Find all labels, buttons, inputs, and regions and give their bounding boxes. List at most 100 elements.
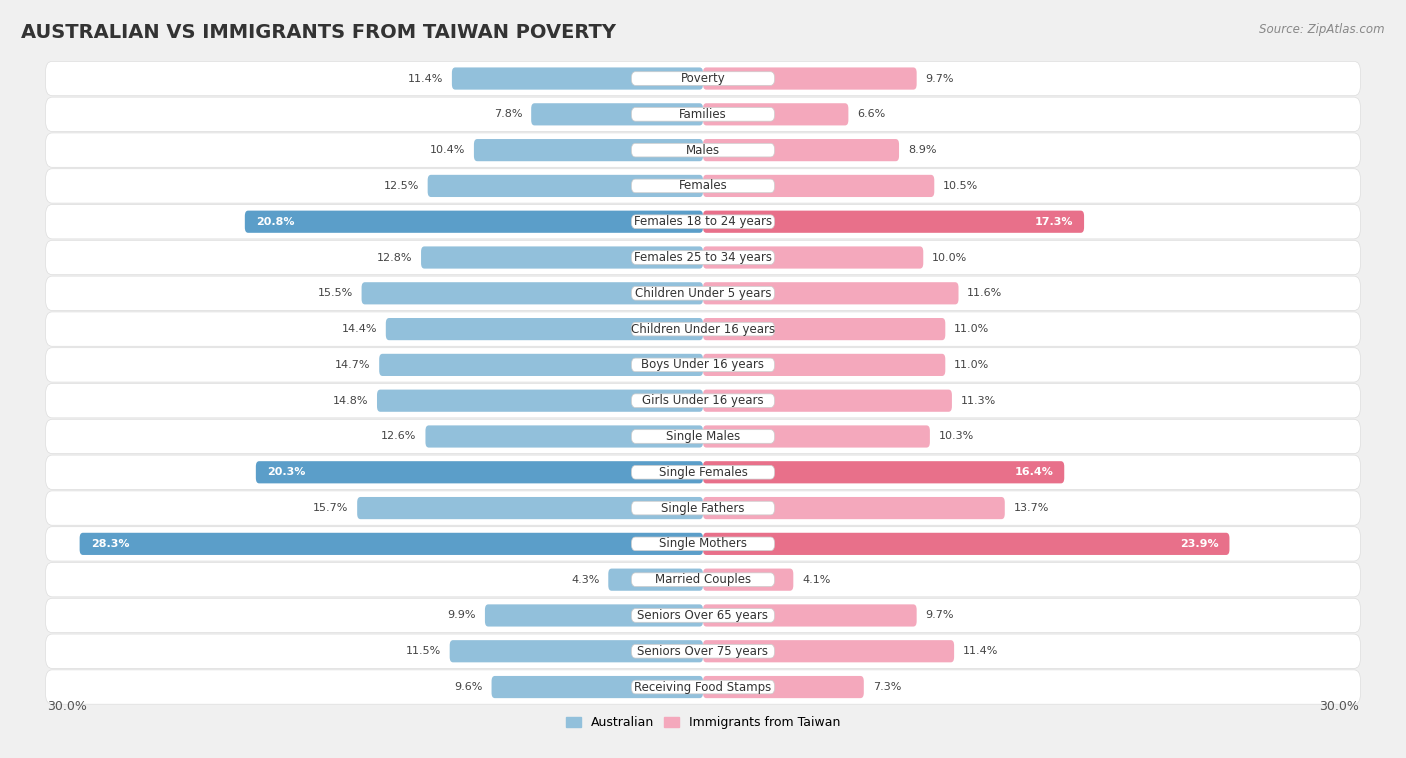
FancyBboxPatch shape [703,318,945,340]
FancyBboxPatch shape [45,205,1361,239]
FancyBboxPatch shape [45,133,1361,168]
Text: 20.8%: 20.8% [256,217,294,227]
FancyBboxPatch shape [45,348,1361,382]
FancyBboxPatch shape [45,634,1361,669]
FancyBboxPatch shape [631,680,775,694]
FancyBboxPatch shape [474,139,703,161]
FancyBboxPatch shape [703,568,793,590]
Text: Girls Under 16 years: Girls Under 16 years [643,394,763,407]
FancyBboxPatch shape [703,497,1005,519]
Text: Males: Males [686,143,720,157]
FancyBboxPatch shape [427,175,703,197]
Text: 7.3%: 7.3% [873,682,901,692]
FancyBboxPatch shape [485,604,703,627]
Text: 4.1%: 4.1% [801,575,831,584]
FancyBboxPatch shape [631,430,775,443]
FancyBboxPatch shape [703,282,959,305]
Text: 28.3%: 28.3% [90,539,129,549]
Text: Married Couples: Married Couples [655,573,751,586]
FancyBboxPatch shape [631,644,775,658]
Text: 11.3%: 11.3% [960,396,995,406]
FancyBboxPatch shape [631,394,775,408]
Text: 9.6%: 9.6% [454,682,482,692]
Text: 23.9%: 23.9% [1180,539,1219,549]
Text: Receiving Food Stamps: Receiving Food Stamps [634,681,772,694]
FancyBboxPatch shape [45,276,1361,311]
Legend: Australian, Immigrants from Taiwan: Australian, Immigrants from Taiwan [561,711,845,735]
FancyBboxPatch shape [703,676,863,698]
FancyBboxPatch shape [80,533,703,555]
Text: Children Under 16 years: Children Under 16 years [631,323,775,336]
Text: Seniors Over 75 years: Seniors Over 75 years [637,645,769,658]
Text: 30.0%: 30.0% [46,700,86,713]
FancyBboxPatch shape [45,312,1361,346]
FancyBboxPatch shape [703,211,1084,233]
FancyBboxPatch shape [703,425,929,447]
FancyBboxPatch shape [420,246,703,268]
FancyBboxPatch shape [45,598,1361,633]
Text: Children Under 5 years: Children Under 5 years [634,287,772,300]
FancyBboxPatch shape [256,461,703,484]
Text: Females 18 to 24 years: Females 18 to 24 years [634,215,772,228]
FancyBboxPatch shape [45,384,1361,418]
FancyBboxPatch shape [631,537,775,550]
FancyBboxPatch shape [385,318,703,340]
FancyBboxPatch shape [631,358,775,371]
Text: 30.0%: 30.0% [1320,700,1360,713]
FancyBboxPatch shape [631,215,775,228]
FancyBboxPatch shape [703,103,848,125]
FancyBboxPatch shape [703,390,952,412]
Text: 14.4%: 14.4% [342,324,377,334]
Text: 14.7%: 14.7% [335,360,370,370]
Text: 11.0%: 11.0% [955,360,990,370]
FancyBboxPatch shape [45,419,1361,453]
FancyBboxPatch shape [631,72,775,86]
Text: Single Mothers: Single Mothers [659,537,747,550]
Text: 12.5%: 12.5% [384,181,419,191]
Text: Single Females: Single Females [658,465,748,479]
Text: 11.4%: 11.4% [963,647,998,656]
FancyBboxPatch shape [703,67,917,89]
Text: 14.8%: 14.8% [333,396,368,406]
FancyBboxPatch shape [609,568,703,590]
FancyBboxPatch shape [45,97,1361,132]
Text: 15.5%: 15.5% [318,288,353,299]
Text: Females 25 to 34 years: Females 25 to 34 years [634,251,772,264]
Text: 11.5%: 11.5% [405,647,441,656]
Text: 10.0%: 10.0% [932,252,967,262]
Text: 11.6%: 11.6% [967,288,1002,299]
Text: 12.6%: 12.6% [381,431,416,441]
FancyBboxPatch shape [631,143,775,157]
FancyBboxPatch shape [45,455,1361,490]
FancyBboxPatch shape [451,67,703,89]
FancyBboxPatch shape [45,169,1361,203]
FancyBboxPatch shape [45,491,1361,525]
Text: Source: ZipAtlas.com: Source: ZipAtlas.com [1260,23,1385,36]
Text: 16.4%: 16.4% [1014,467,1053,478]
Text: 11.4%: 11.4% [408,74,443,83]
Text: 8.9%: 8.9% [908,145,936,155]
FancyBboxPatch shape [45,61,1361,96]
FancyBboxPatch shape [703,175,934,197]
FancyBboxPatch shape [631,179,775,193]
Text: 13.7%: 13.7% [1014,503,1049,513]
FancyBboxPatch shape [703,641,955,662]
Text: Single Fathers: Single Fathers [661,502,745,515]
FancyBboxPatch shape [631,322,775,336]
Text: 6.6%: 6.6% [858,109,886,119]
Text: 12.8%: 12.8% [377,252,412,262]
FancyBboxPatch shape [361,282,703,305]
FancyBboxPatch shape [631,465,775,479]
FancyBboxPatch shape [631,501,775,515]
FancyBboxPatch shape [377,390,703,412]
FancyBboxPatch shape [703,533,1229,555]
Text: 10.4%: 10.4% [430,145,465,155]
FancyBboxPatch shape [45,240,1361,274]
Text: Single Males: Single Males [666,430,740,443]
Text: Seniors Over 65 years: Seniors Over 65 years [637,609,769,622]
FancyBboxPatch shape [450,641,703,662]
FancyBboxPatch shape [380,354,703,376]
Text: Females: Females [679,180,727,193]
FancyBboxPatch shape [492,676,703,698]
Text: 10.3%: 10.3% [939,431,974,441]
